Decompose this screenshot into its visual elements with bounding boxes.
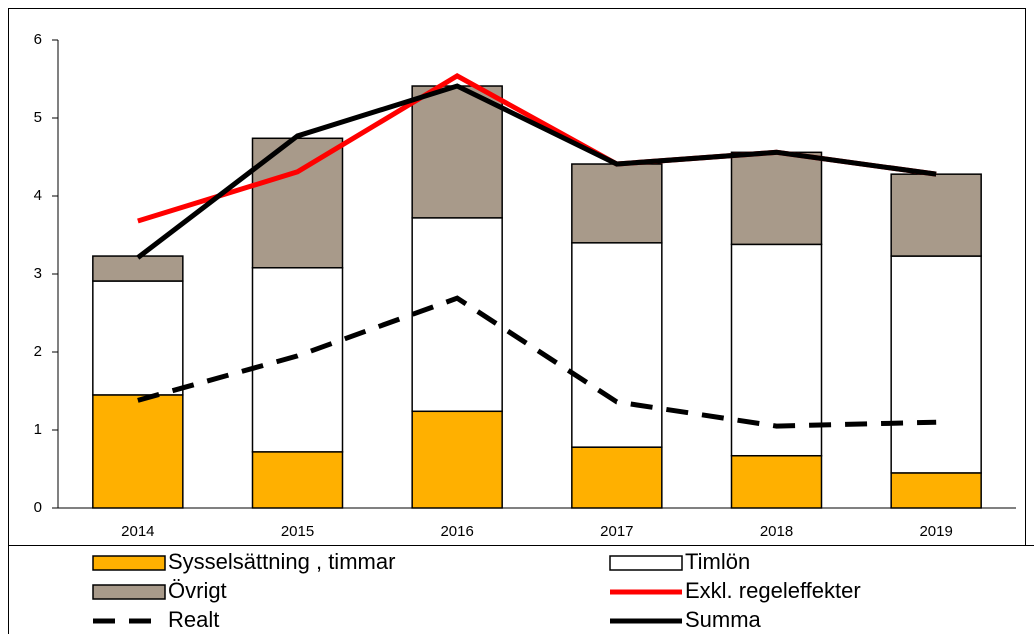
x-tick-label: 2015 bbox=[281, 523, 314, 540]
y-tick-label: 6 bbox=[34, 31, 42, 48]
legend-swatch bbox=[609, 555, 683, 571]
bar bbox=[251, 267, 344, 453]
x-tick-label: 2017 bbox=[600, 523, 633, 540]
legend-frame bbox=[8, 545, 1034, 634]
bar bbox=[411, 85, 503, 219]
bar bbox=[92, 280, 184, 396]
x-tick-label: 2014 bbox=[121, 523, 154, 540]
bar bbox=[890, 173, 982, 257]
bar bbox=[571, 446, 663, 509]
legend-label: Summa bbox=[685, 607, 762, 632]
bar bbox=[571, 163, 663, 244]
legend-swatch bbox=[92, 555, 166, 571]
bar bbox=[730, 151, 823, 246]
y-tick-label: 3 bbox=[34, 265, 42, 282]
y-tick-label: 0 bbox=[34, 499, 42, 516]
legend-label: Sysselsättning , timmar bbox=[168, 549, 395, 574]
x-tick-label: 2016 bbox=[440, 523, 473, 540]
legend-label: Realt bbox=[168, 607, 219, 632]
x-tick-label: 2019 bbox=[919, 523, 952, 540]
bar bbox=[890, 255, 982, 474]
y-tick-label: 1 bbox=[34, 421, 42, 438]
y-tick-label: 5 bbox=[34, 109, 42, 126]
legend-label: Timlön bbox=[685, 549, 750, 574]
legend-swatch bbox=[92, 584, 166, 600]
legend-label: Övrigt bbox=[168, 578, 227, 603]
bar bbox=[571, 242, 663, 448]
y-tick-label: 4 bbox=[34, 187, 42, 204]
bar bbox=[411, 217, 503, 413]
bar bbox=[890, 472, 982, 509]
x-tick-label: 2018 bbox=[760, 523, 793, 540]
y-tick-label: 2 bbox=[34, 343, 42, 360]
bar bbox=[92, 394, 184, 509]
bar bbox=[730, 454, 823, 509]
line bbox=[136, 83, 937, 260]
bar bbox=[92, 255, 184, 282]
legend-label: Exkl. regeleffekter bbox=[685, 578, 861, 603]
bar bbox=[411, 410, 503, 509]
bar bbox=[251, 451, 344, 509]
